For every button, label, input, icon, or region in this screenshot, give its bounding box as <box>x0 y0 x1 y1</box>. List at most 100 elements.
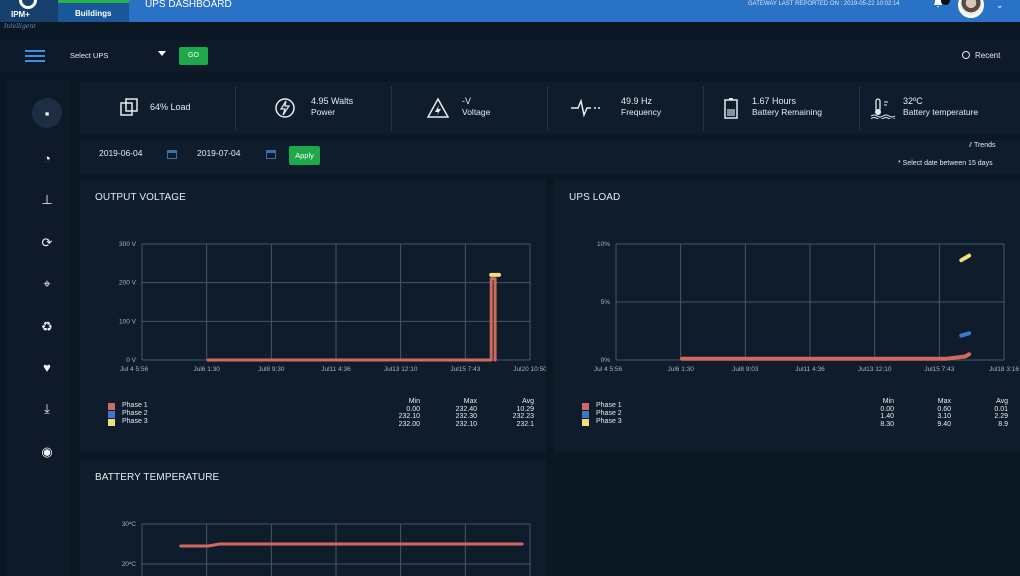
bell-icon[interactable] <box>933 0 943 8</box>
legend-label: Phase 1 <box>122 402 148 409</box>
users-sync-icon: ⟳ <box>41 234 53 250</box>
menu-icon[interactable] <box>25 50 45 62</box>
series-line-phase-2 <box>959 331 972 338</box>
stat-header: Min <box>408 398 420 405</box>
recycle-icon: ♻ <box>41 318 53 334</box>
stat-value: 8.30 <box>880 420 894 428</box>
battery-value: 1.67 Hours <box>752 96 797 106</box>
x-tick-label: Jul8 9:03 <box>732 366 759 373</box>
y-tick-label: 0% <box>601 357 611 364</box>
stat-value: 232.40 <box>455 405 477 413</box>
sidebar-item-download[interactable]: ⤓ <box>32 393 62 423</box>
voltage-label: Voltage <box>462 107 491 117</box>
legend-swatch <box>582 403 589 410</box>
legend-item[interactable]: Phase 2 <box>108 410 148 418</box>
battery-temperature-panel: BATTERY TEMPERATURE 30ºC 20ºC <box>80 460 546 576</box>
power-value: 4.95 Walts <box>311 96 354 106</box>
page-title: UPS DASHBOARD <box>145 0 232 10</box>
legend-label: Phase 3 <box>596 418 622 425</box>
series-line-phase-1 <box>206 277 497 362</box>
x-tick-label: Jul 4 5:56 <box>120 366 149 373</box>
legend-item[interactable]: Phase 3 <box>108 418 148 426</box>
notification-badge <box>941 0 950 5</box>
legend-swatch <box>108 403 115 410</box>
tab-buildings[interactable]: Buildings <box>58 0 129 22</box>
date-hint: * Select date between 15 days <box>898 160 993 167</box>
metric-divider <box>235 86 236 131</box>
to-date-input[interactable]: 2019-07-04 <box>197 148 241 158</box>
y-tick-label: 200 V <box>119 280 137 287</box>
frequency-value: 49.9 Hz <box>621 96 653 106</box>
tab-buildings-label: Buildings <box>75 9 112 18</box>
x-tick-label: Jul15 7:43 <box>924 366 954 373</box>
from-date-input[interactable]: 2019-06-04 <box>99 148 143 158</box>
output-voltage-panel: OUTPUT VOLTAGE 300 V 200 V 100 V 0 V Jul 4 5… <box>80 180 546 452</box>
stat-header: Min <box>882 398 894 405</box>
y-tick-label: 5% <box>601 299 611 306</box>
frequency-label: Frequency <box>621 107 662 117</box>
chart-title: UPS LOAD <box>569 192 621 203</box>
voltage-value: -V <box>462 96 471 106</box>
metric-frequency: 49.9 Hz Frequency <box>548 82 704 135</box>
ups-select[interactable]: Select UPS <box>70 51 109 60</box>
stat-value: 232.30 <box>455 413 477 420</box>
series-line-phase-1 <box>680 352 972 361</box>
sidebar-item-dashboard[interactable]: ▪ <box>32 98 62 128</box>
legend-label: Phase 2 <box>596 410 622 417</box>
apply-button[interactable]: Apply <box>289 146 320 165</box>
stat-value: 232.1 <box>516 420 534 428</box>
stat-value: 8.9 <box>998 420 1008 428</box>
stat-column-min: Min 0.00 232.10 232.00 <box>380 398 420 428</box>
stat-header: Avg <box>522 398 534 405</box>
logo[interactable]: IPM+ <box>0 0 58 22</box>
metric-power: 4.95 Walts Power <box>236 82 392 135</box>
legend-label: Phase 3 <box>122 418 148 425</box>
x-tick-label: Jul11 4:36 <box>321 366 351 373</box>
caret-down-icon[interactable] <box>158 51 166 56</box>
sidebar-item-map[interactable]: ⌖ <box>32 268 62 298</box>
chart-title: BATTERY TEMPERATURE <box>95 472 220 483</box>
series-line-phase-1 <box>179 542 524 548</box>
stat-column-min: Min 0.00 1.40 8.30 <box>854 398 894 428</box>
trends-label: Trends <box>973 142 996 149</box>
ups-load-panel: UPS LOAD 10% 5% 0% Jul 4 5:56 Jul6 1:30 Jul8 … <box>554 180 1020 452</box>
go-button[interactable]: GO <box>179 47 208 65</box>
sidebar-item-reports[interactable]: ◔ <box>32 143 62 173</box>
legend-item[interactable]: Phase 1 <box>582 402 622 410</box>
recent-button[interactable]: Recent <box>962 51 1000 60</box>
y-tick-label: 30ºC <box>122 521 137 528</box>
load-value: 64% Load <box>150 102 191 112</box>
metric-divider <box>703 86 704 131</box>
trends-link[interactable]: ⫽ Trends <box>969 142 995 150</box>
y-tick-label: 10% <box>597 241 610 248</box>
metric-divider <box>859 86 860 131</box>
calendar-icon[interactable] <box>266 150 276 159</box>
metric-voltage: -V Voltage <box>392 82 548 135</box>
voltage-icon <box>427 97 449 118</box>
avatar[interactable] <box>958 0 984 18</box>
calendar-icon[interactable] <box>167 150 177 159</box>
legend-item[interactable]: Phase 2 <box>582 410 622 418</box>
chart-plot: 30ºC 20ºC <box>122 521 531 576</box>
sidebar-item-profile[interactable]: ◉ <box>32 436 62 466</box>
sidebar-item-recycle[interactable]: ♻ <box>32 311 62 341</box>
temperature-label: Battery temperature <box>903 107 979 117</box>
x-tick-label: Jul 4 5:56 <box>594 366 623 373</box>
top-header: IPM+ Buildings UPS DASHBOARD GATEWAY LAS… <box>0 0 1020 22</box>
chart-plot: 300 V 200 V 100 V 0 V Jul 4 5:56 Jul6 1:30 Jul… <box>119 241 546 373</box>
download-icon: ⤓ <box>44 400 50 416</box>
x-tick-label: Jul15 7:43 <box>450 366 480 373</box>
x-tick-label: Jul20 10:50 <box>513 366 546 373</box>
sidebar-item-users[interactable]: ⟳ <box>32 227 62 257</box>
sidebar-item-health[interactable]: ♥ <box>32 352 62 382</box>
legend-item[interactable]: Phase 1 <box>108 402 148 410</box>
metric-battery: 1.67 Hours Battery Remaining <box>704 82 860 135</box>
x-tick-label: Jul11 4:36 <box>795 366 825 373</box>
sidebar-item-hierarchy[interactable]: ⊥ <box>32 184 62 214</box>
legend-item[interactable]: Phase 3 <box>582 418 622 426</box>
toolbar: Select UPS <box>0 40 1020 72</box>
frequency-icon <box>571 98 600 118</box>
chevron-down-icon[interactable]: ⌄ <box>996 0 1004 10</box>
x-tick-label: Jul6 1:30 <box>667 366 694 373</box>
